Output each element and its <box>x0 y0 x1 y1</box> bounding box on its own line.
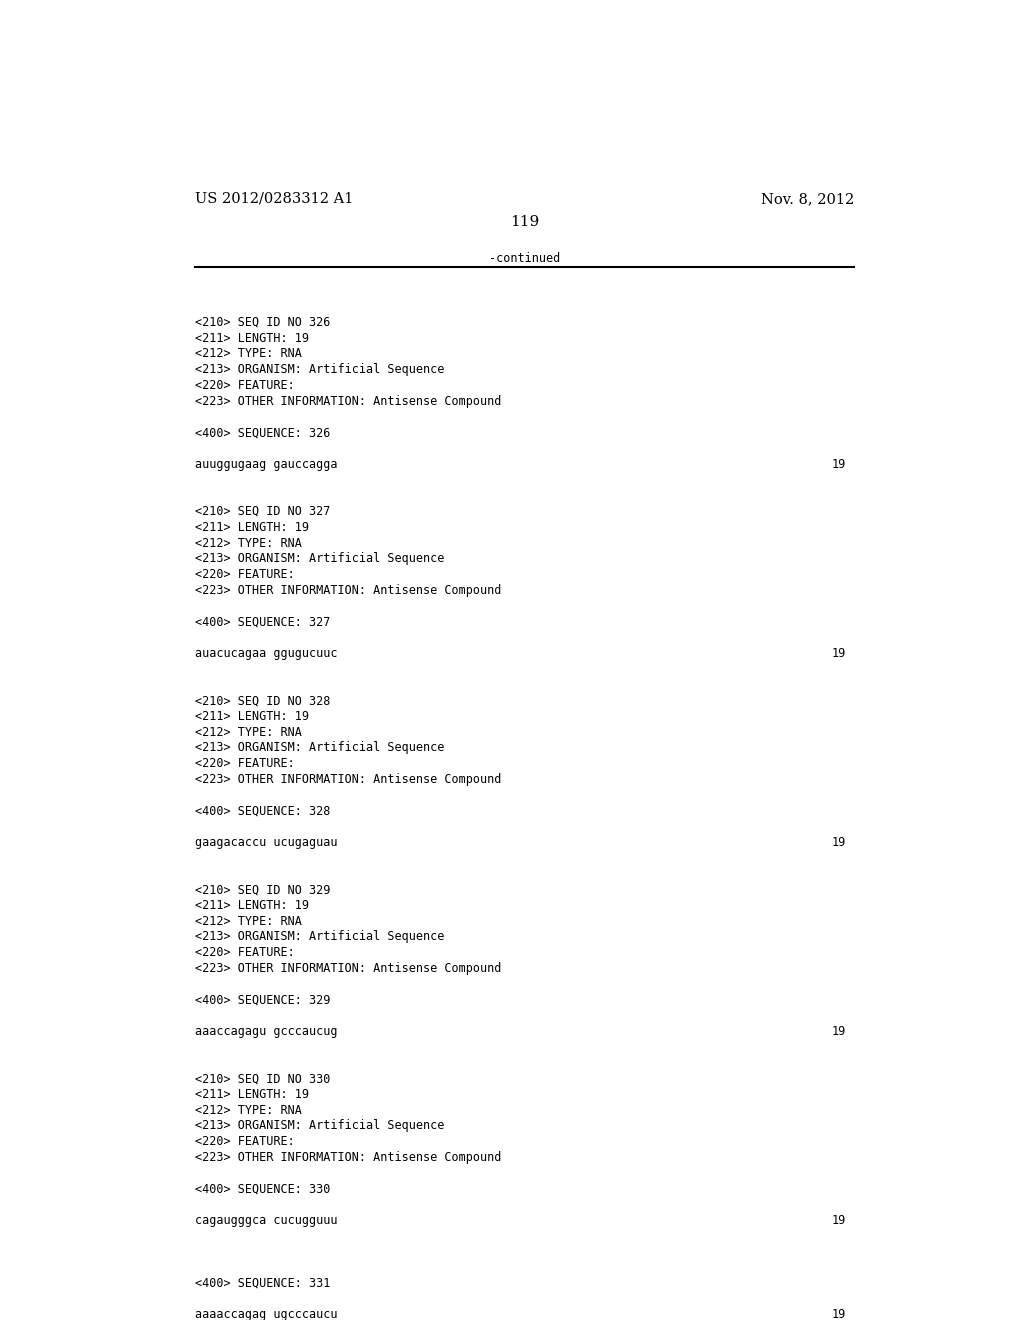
Text: <223> OTHER INFORMATION: Antisense Compound: <223> OTHER INFORMATION: Antisense Compo… <box>196 962 502 975</box>
Text: <212> TYPE: RNA: <212> TYPE: RNA <box>196 726 302 739</box>
Text: <400> SEQUENCE: 331: <400> SEQUENCE: 331 <box>196 1276 331 1290</box>
Text: <223> OTHER INFORMATION: Antisense Compound: <223> OTHER INFORMATION: Antisense Compo… <box>196 395 502 408</box>
Text: <210> SEQ ID NO 326: <210> SEQ ID NO 326 <box>196 315 331 329</box>
Text: <212> TYPE: RNA: <212> TYPE: RNA <box>196 536 302 549</box>
Text: <220> FEATURE:: <220> FEATURE: <box>196 379 295 392</box>
Text: <220> FEATURE:: <220> FEATURE: <box>196 946 295 960</box>
Text: <210> SEQ ID NO 330: <210> SEQ ID NO 330 <box>196 1072 331 1085</box>
Text: <210> SEQ ID NO 329: <210> SEQ ID NO 329 <box>196 883 331 896</box>
Text: <213> ORGANISM: Artificial Sequence: <213> ORGANISM: Artificial Sequence <box>196 363 444 376</box>
Text: <400> SEQUENCE: 327: <400> SEQUENCE: 327 <box>196 615 331 628</box>
Text: <212> TYPE: RNA: <212> TYPE: RNA <box>196 915 302 928</box>
Text: <400> SEQUENCE: 330: <400> SEQUENCE: 330 <box>196 1183 331 1196</box>
Text: <220> FEATURE:: <220> FEATURE: <box>196 758 295 770</box>
Text: <400> SEQUENCE: 328: <400> SEQUENCE: 328 <box>196 804 331 817</box>
Text: 19: 19 <box>831 1024 846 1038</box>
Text: Nov. 8, 2012: Nov. 8, 2012 <box>761 191 854 206</box>
Text: <213> ORGANISM: Artificial Sequence: <213> ORGANISM: Artificial Sequence <box>196 552 444 565</box>
Text: <223> OTHER INFORMATION: Antisense Compound: <223> OTHER INFORMATION: Antisense Compo… <box>196 772 502 785</box>
Text: <400> SEQUENCE: 329: <400> SEQUENCE: 329 <box>196 994 331 1006</box>
Text: aaaaccagag ugcccaucu: aaaaccagag ugcccaucu <box>196 1308 338 1320</box>
Text: <213> ORGANISM: Artificial Sequence: <213> ORGANISM: Artificial Sequence <box>196 742 444 754</box>
Text: <211> LENGTH: 19: <211> LENGTH: 19 <box>196 331 309 345</box>
Text: 19: 19 <box>831 647 846 660</box>
Text: <213> ORGANISM: Artificial Sequence: <213> ORGANISM: Artificial Sequence <box>196 1119 444 1133</box>
Text: <210> SEQ ID NO 328: <210> SEQ ID NO 328 <box>196 694 331 708</box>
Text: <213> ORGANISM: Artificial Sequence: <213> ORGANISM: Artificial Sequence <box>196 931 444 944</box>
Text: gaagacaccu ucugaguau: gaagacaccu ucugaguau <box>196 836 338 849</box>
Text: <211> LENGTH: 19: <211> LENGTH: 19 <box>196 1088 309 1101</box>
Text: <210> SEQ ID NO 327: <210> SEQ ID NO 327 <box>196 506 331 517</box>
Text: auacucagaa ggugucuuc: auacucagaa ggugucuuc <box>196 647 338 660</box>
Text: <223> OTHER INFORMATION: Antisense Compound: <223> OTHER INFORMATION: Antisense Compo… <box>196 583 502 597</box>
Text: <211> LENGTH: 19: <211> LENGTH: 19 <box>196 521 309 533</box>
Text: 19: 19 <box>831 458 846 471</box>
Text: <212> TYPE: RNA: <212> TYPE: RNA <box>196 1104 302 1117</box>
Text: 19: 19 <box>831 1214 846 1226</box>
Text: <211> LENGTH: 19: <211> LENGTH: 19 <box>196 899 309 912</box>
Text: US 2012/0283312 A1: US 2012/0283312 A1 <box>196 191 354 206</box>
Text: <220> FEATURE:: <220> FEATURE: <box>196 1135 295 1148</box>
Text: 19: 19 <box>831 836 846 849</box>
Text: -continued: -continued <box>489 252 560 265</box>
Text: 119: 119 <box>510 215 540 230</box>
Text: aaaccagagu gcccaucug: aaaccagagu gcccaucug <box>196 1024 338 1038</box>
Text: <400> SEQUENCE: 326: <400> SEQUENCE: 326 <box>196 426 331 440</box>
Text: <212> TYPE: RNA: <212> TYPE: RNA <box>196 347 302 360</box>
Text: 19: 19 <box>831 1308 846 1320</box>
Text: <223> OTHER INFORMATION: Antisense Compound: <223> OTHER INFORMATION: Antisense Compo… <box>196 1151 502 1164</box>
Text: <211> LENGTH: 19: <211> LENGTH: 19 <box>196 710 309 723</box>
Text: auuggugaag gauccagga: auuggugaag gauccagga <box>196 458 338 471</box>
Text: cagaugggca cucugguuu: cagaugggca cucugguuu <box>196 1214 338 1226</box>
Text: <220> FEATURE:: <220> FEATURE: <box>196 568 295 581</box>
